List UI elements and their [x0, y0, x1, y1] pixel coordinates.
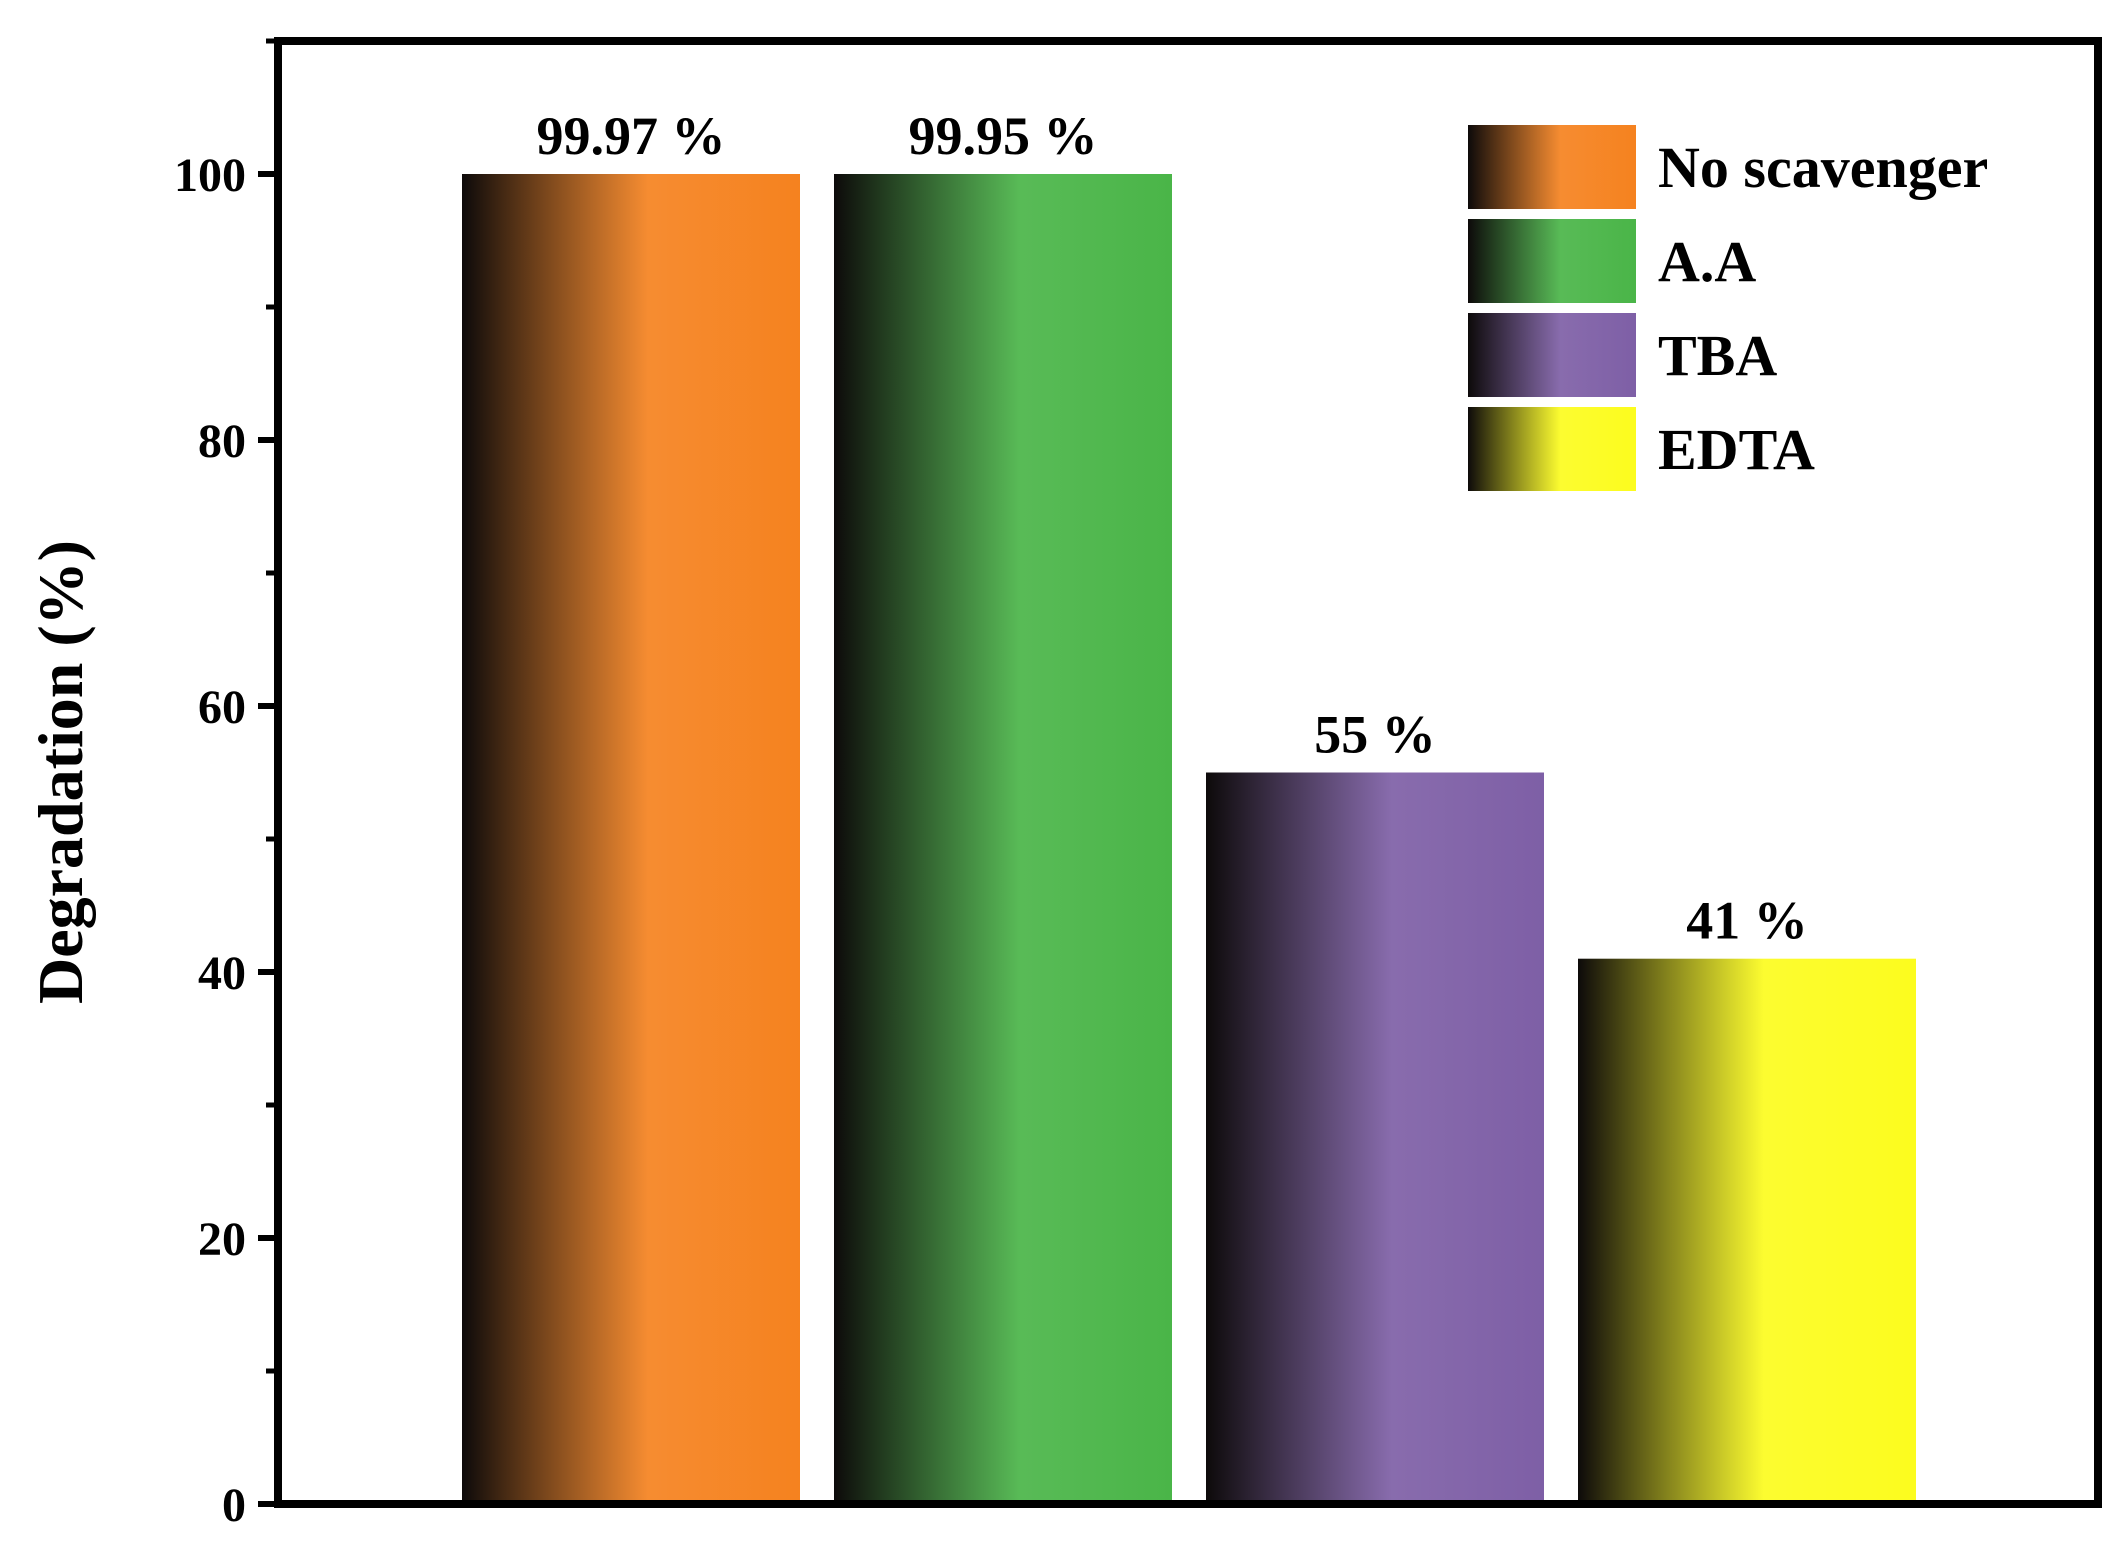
y-axis: 0 20 40 60 80 100 [174, 38, 278, 1532]
data-label-no-scavenger: 99.97 % [537, 106, 726, 166]
y-axis-title: Degradation (%) [25, 540, 96, 1004]
bar-no-scavenger [462, 174, 800, 1504]
legend-label-edta: EDTA [1658, 417, 1815, 482]
y-tick-label: 40 [198, 947, 246, 1000]
legend-label-a-a: A.A [1658, 229, 1756, 294]
bars-layer [462, 174, 1916, 1504]
data-label-tba: 55 % [1314, 705, 1436, 765]
legend-label-no-scavenger: No scavenger [1658, 135, 1988, 200]
data-label-edta: 41 % [1686, 891, 1808, 951]
y-tick-label: 60 [198, 681, 246, 734]
data-label-a-a: 99.95 % [909, 106, 1098, 166]
plot-frame [274, 37, 2102, 1508]
data-labels-layer: 99.97 % 99.95 % 55 % 41 % [537, 106, 1808, 951]
legend-swatch-tba [1468, 313, 1636, 397]
legend-label-tba: TBA [1658, 323, 1777, 388]
legend: No scavenger A.A TBA EDTA [1468, 125, 1988, 491]
y-tick-label: 20 [198, 1213, 246, 1266]
bar-edta [1578, 958, 1916, 1504]
legend-swatch-edta [1468, 407, 1636, 491]
legend-swatch-a-a [1468, 219, 1636, 303]
bar-tba [1206, 772, 1544, 1504]
y-tick-label: 100 [174, 149, 246, 202]
y-tick-label: 80 [198, 415, 246, 468]
y-tick-label: 0 [222, 1479, 246, 1532]
legend-swatch-no-scavenger [1468, 125, 1636, 209]
bar-a-a [834, 174, 1172, 1504]
